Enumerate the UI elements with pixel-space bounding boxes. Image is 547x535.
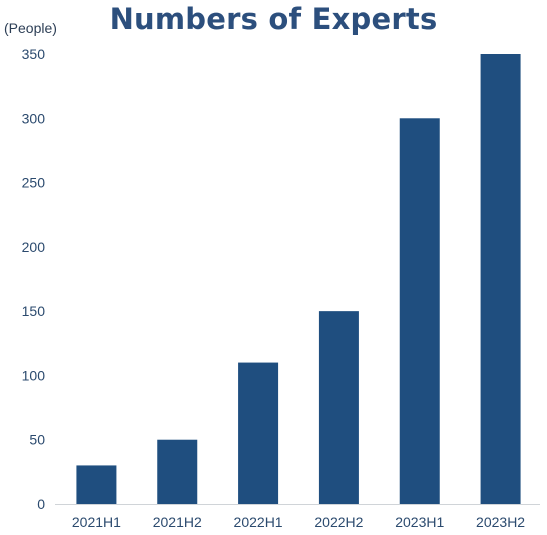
chart-title: Numbers of Experts — [109, 2, 438, 36]
bar-2021H2 — [157, 439, 198, 504]
bar-2023H2 — [480, 54, 521, 504]
y-tick-label: 200 — [22, 239, 46, 255]
x-tick-label: 2022H2 — [314, 514, 363, 530]
y-tick-label: 50 — [29, 432, 45, 448]
y-tick-label: 250 — [22, 175, 46, 191]
y-tick-label: 100 — [22, 367, 46, 383]
x-tick-label: 2022H1 — [234, 514, 283, 530]
y-tick-label: 0 — [37, 496, 45, 512]
bar-2023H1 — [399, 118, 440, 505]
y-axis-ticks: 0 50 100 150 200 250 300 350 — [22, 46, 46, 512]
y-tick-label: 350 — [22, 46, 46, 62]
y-axis-unit-label: (People) — [4, 20, 57, 36]
bar-2021H1 — [76, 465, 117, 504]
x-tick-label: 2021H1 — [72, 514, 121, 530]
bars — [76, 54, 521, 505]
x-tick-label: 2021H2 — [153, 514, 202, 530]
bar-2022H1 — [238, 362, 279, 504]
y-tick-label: 300 — [22, 110, 46, 126]
x-axis-ticks: 2021H1 2021H2 2022H1 2022H2 2023H1 2023H2 — [72, 514, 525, 530]
x-tick-label: 2023H1 — [395, 514, 444, 530]
x-tick-label: 2023H2 — [476, 514, 525, 530]
bar-2022H2 — [318, 311, 359, 504]
y-tick-label: 150 — [22, 303, 46, 319]
